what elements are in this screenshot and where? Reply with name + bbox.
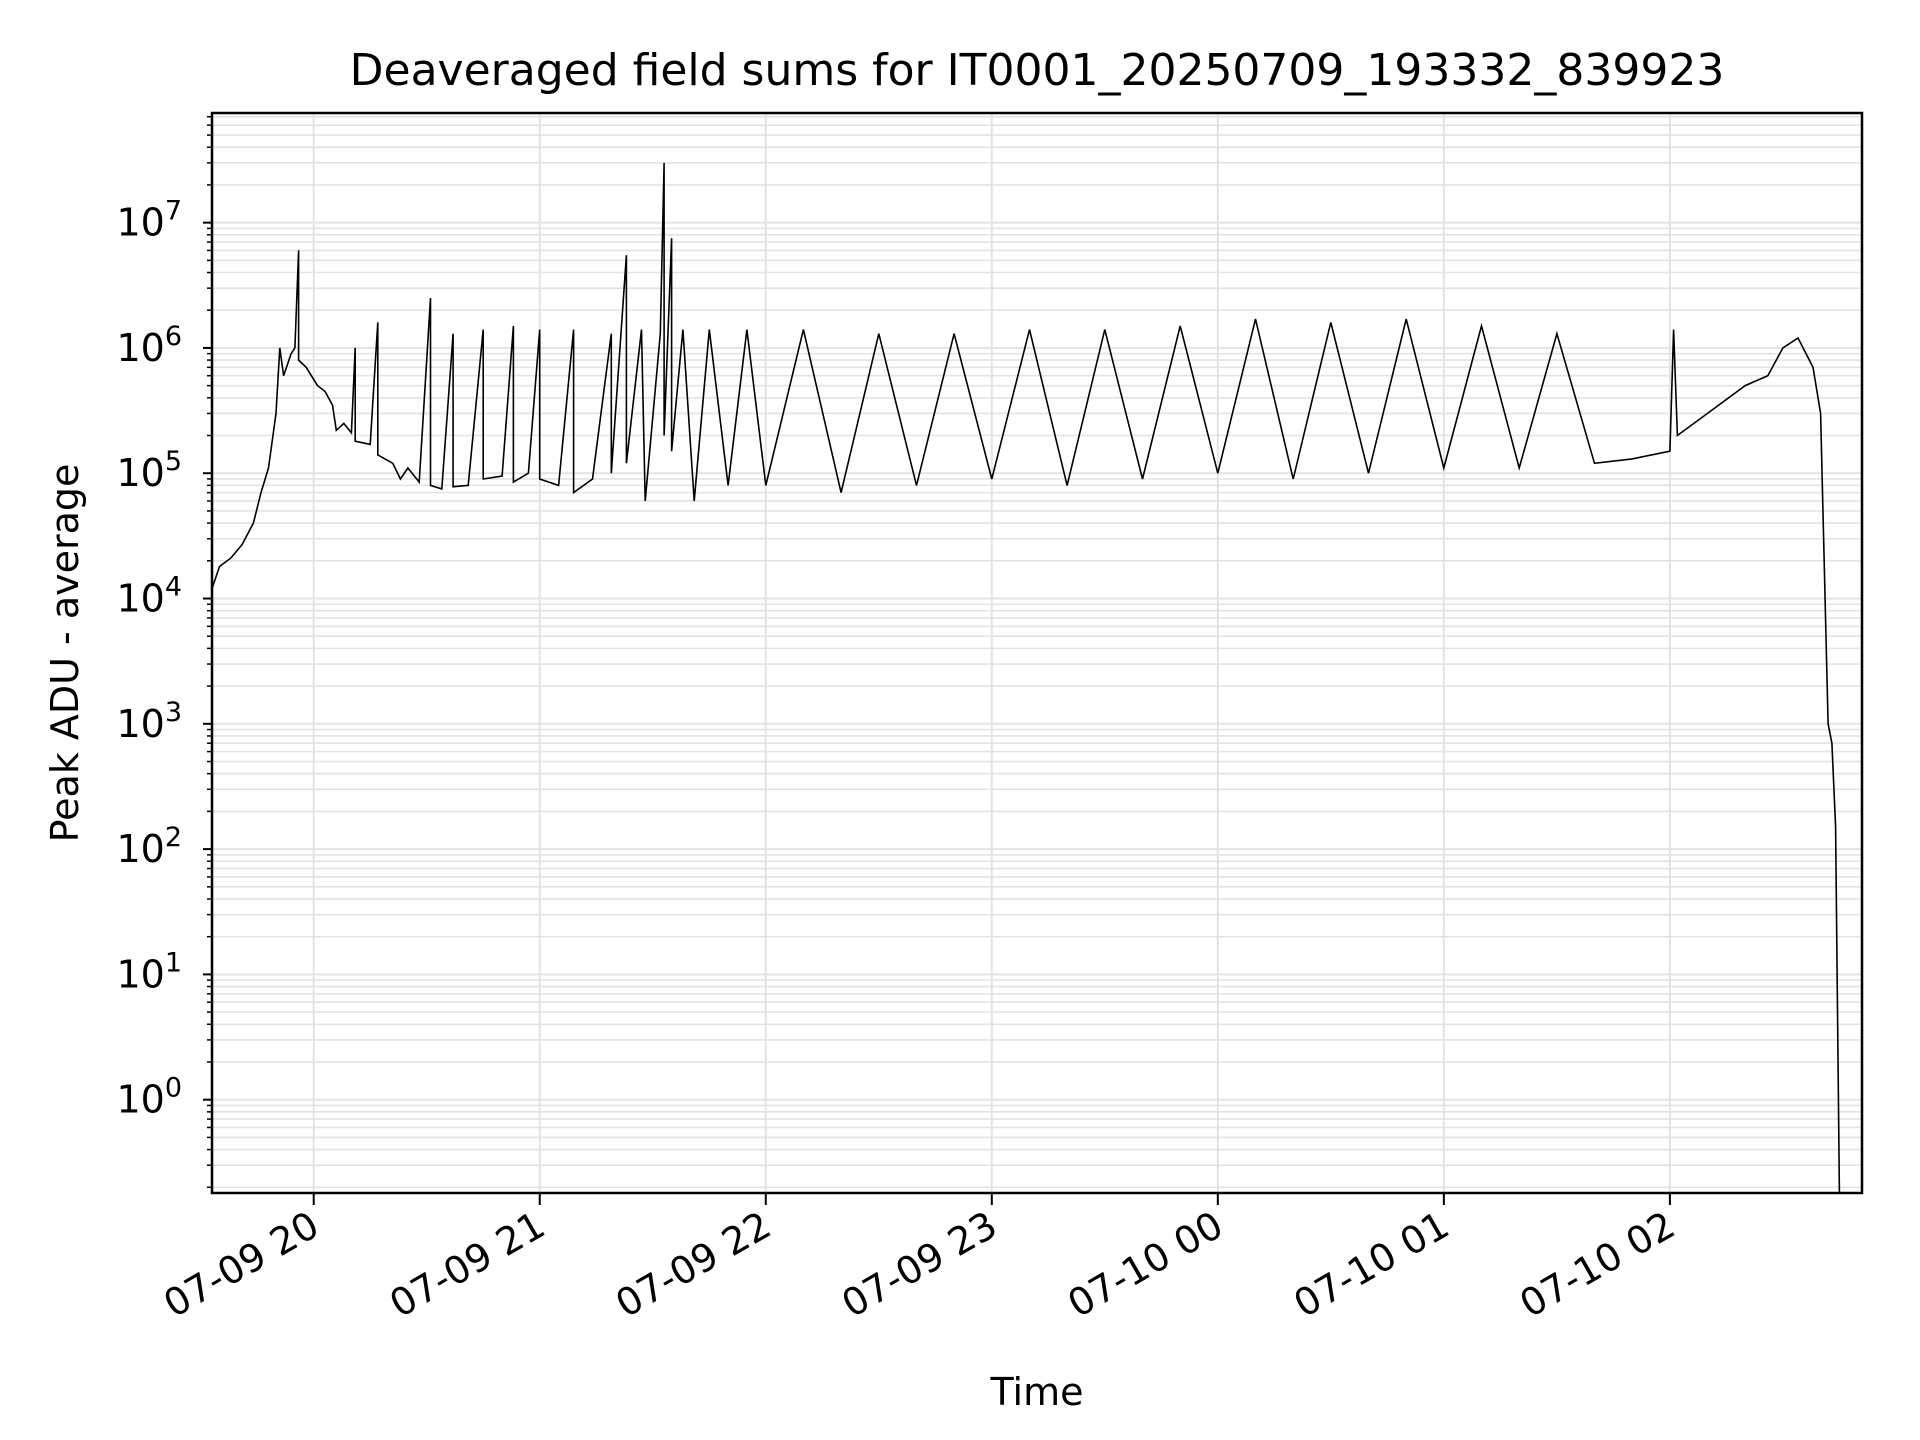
y-tick-label: 104 [116, 572, 182, 621]
y-tick-label: 105 [116, 446, 182, 495]
y-tick-label: 106 [116, 321, 182, 370]
y-tick-label: 107 [116, 196, 182, 245]
plot-frame [210, 111, 1864, 1195]
y-tick-label: 101 [116, 947, 182, 996]
y-tick-labels: 100 101 102 103 104 105 106 107 [116, 196, 182, 1122]
series-layer [211, 162, 1841, 1194]
y-tick-label: 103 [116, 697, 182, 746]
x-axis-label: Time [990, 1370, 1084, 1414]
y-tick-label: 100 [116, 1073, 182, 1122]
series-line [211, 162, 1841, 1194]
y-tick-label: 102 [116, 822, 182, 871]
chart-title: Deaveraged field sums for IT0001_2025070… [350, 45, 1725, 96]
axis-ticks [203, 116, 1671, 1205]
grid [212, 113, 1862, 1193]
y-axis-label: Peak ADU - average [43, 464, 87, 843]
